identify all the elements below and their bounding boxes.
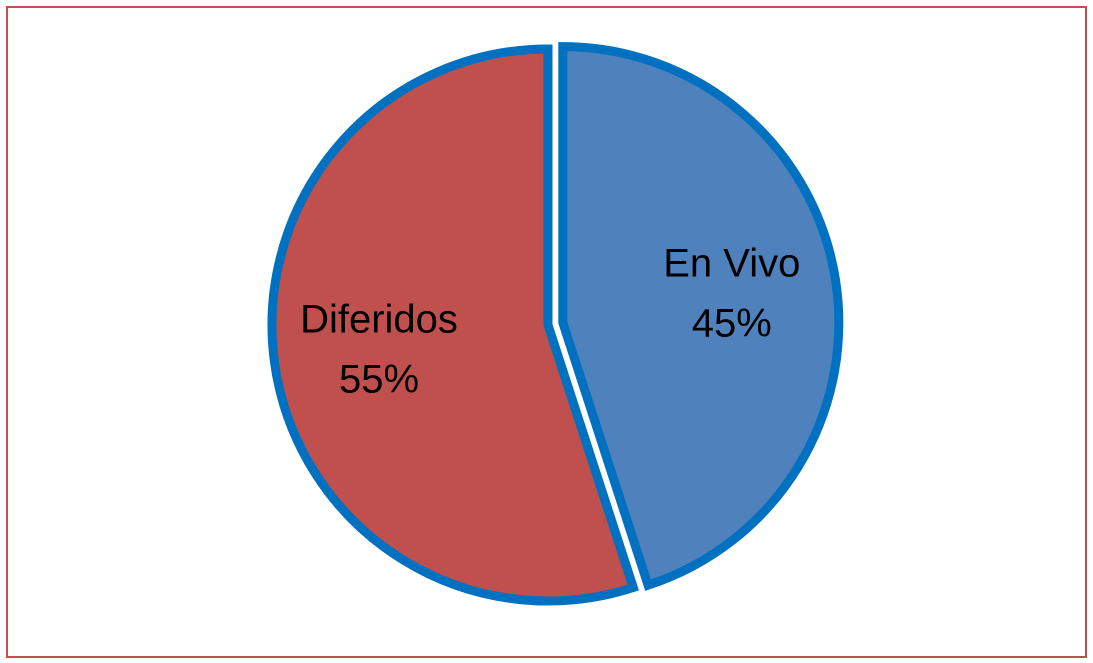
slice-value-label: 55% (339, 357, 419, 401)
pie-slice (267, 44, 639, 606)
slice-label: Diferidos (300, 297, 458, 341)
slice-value-label: 45% (692, 301, 772, 345)
pie-slice (558, 42, 844, 591)
pie (267, 42, 844, 606)
slice-label: En Vivo (663, 241, 800, 285)
